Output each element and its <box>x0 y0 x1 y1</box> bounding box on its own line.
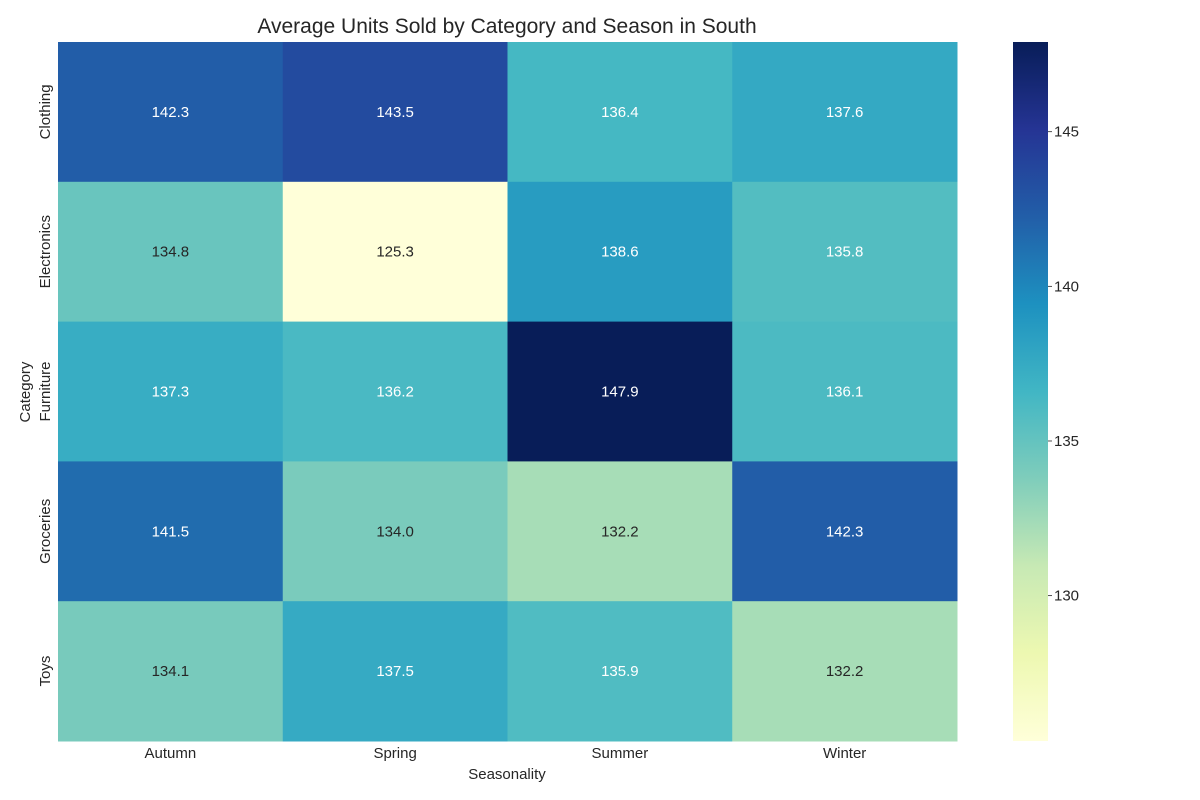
heatmap-cell <box>507 42 733 183</box>
heatmap-cell <box>507 321 733 462</box>
cell-value-label: 138.6 <box>601 244 639 261</box>
cell-value-label: 142.3 <box>152 104 190 121</box>
cell-value-label: 147.9 <box>601 384 639 401</box>
cell-value-label: 136.4 <box>601 104 639 121</box>
heatmap-cell <box>732 461 958 602</box>
x-tick-label: Summer <box>592 745 649 762</box>
y-axis-ticks: Clothing Electronics Furniture Groceries Toy… <box>37 84 54 686</box>
x-tick-label: Spring <box>373 745 416 762</box>
x-axis-ticks: Autumn Spring Summer Winter <box>145 745 867 762</box>
heatmap-cell <box>58 321 284 462</box>
heatmap-cell <box>58 181 284 323</box>
cell-value-label: 135.8 <box>826 244 864 261</box>
heatmap-cell <box>282 461 508 602</box>
cell-value-label: 134.8 <box>152 244 190 261</box>
heatmap-cell <box>507 181 733 323</box>
y-axis-label: Category <box>17 361 34 422</box>
cell-value-label: 135.9 <box>601 663 639 680</box>
x-axis-label: Seasonality <box>468 766 546 783</box>
y-tick-label: Groceries <box>37 499 54 564</box>
colorbar-tick-label: 130 <box>1054 588 1079 605</box>
colorbar-ticks: 130 135 140 145 <box>1048 124 1079 605</box>
colorbar-tick-label: 135 <box>1054 433 1079 450</box>
heatmap-cell <box>732 42 958 183</box>
cell-value-label: 132.2 <box>601 523 639 540</box>
heatmap-cell <box>282 321 508 462</box>
heatmap-cell <box>282 601 508 742</box>
x-tick-label: Winter <box>823 745 866 762</box>
cell-value-label: 137.5 <box>376 663 414 680</box>
cell-value-label: 137.3 <box>152 384 190 401</box>
x-tick-label: Autumn <box>145 745 197 762</box>
cell-value-label: 125.3 <box>376 244 414 261</box>
heatmap-cell <box>507 461 733 602</box>
heatmap-cell <box>58 42 284 183</box>
heatmap-cell-labels: 142.3 143.5 136.4 137.6 134.8 125.3 138.6 135.8… <box>152 104 864 680</box>
y-tick-label: Clothing <box>37 84 54 139</box>
cell-value-label: 141.5 <box>152 523 190 540</box>
heatmap-cell <box>507 601 733 742</box>
y-tick-label: Electronics <box>37 215 54 288</box>
cell-value-label: 143.5 <box>376 104 414 121</box>
heatmap-cell <box>732 601 958 742</box>
heatmap-cell <box>732 321 958 462</box>
cell-value-label: 136.2 <box>376 384 414 401</box>
cell-value-label: 142.3 <box>826 523 864 540</box>
cell-value-label: 132.2 <box>826 663 864 680</box>
colorbar-tick-label: 145 <box>1054 124 1079 141</box>
y-tick-label: Furniture <box>37 361 54 421</box>
cell-value-label: 137.6 <box>826 104 864 121</box>
cell-value-label: 134.0 <box>376 523 414 540</box>
colorbar-tick-label: 140 <box>1054 278 1079 295</box>
heatmap-cells <box>58 42 958 742</box>
heatmap-cell <box>282 42 508 183</box>
heatmap-cell <box>282 181 508 323</box>
cell-value-label: 134.1 <box>152 663 190 680</box>
heatmap-cell <box>732 181 958 323</box>
chart-title: Average Units Sold by Category and Seaso… <box>257 15 756 38</box>
cell-value-label: 136.1 <box>826 384 864 401</box>
y-tick-label: Toys <box>37 656 54 687</box>
heatmap-cell <box>58 601 284 742</box>
heatmap-cell <box>58 461 284 602</box>
colorbar <box>1013 42 1048 741</box>
